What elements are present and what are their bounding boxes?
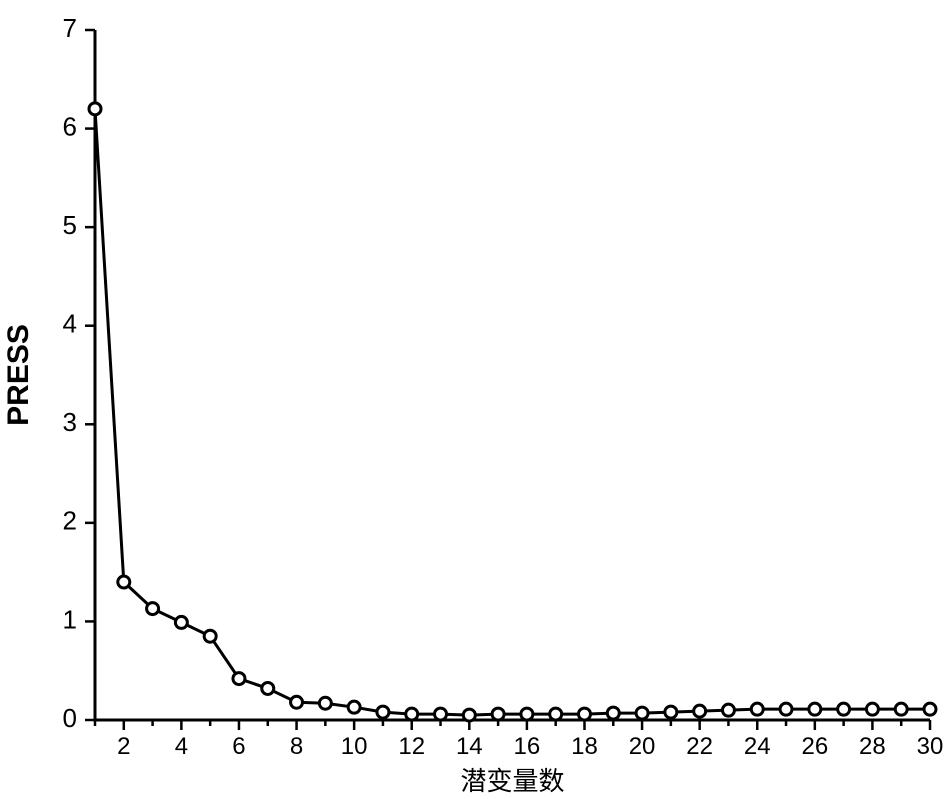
- series-marker: [578, 708, 590, 720]
- press-line-chart: 0123456724681012141618202224262830潜变量数PR…: [0, 0, 949, 799]
- y-tick-label: 7: [63, 13, 77, 43]
- series-marker: [463, 709, 475, 721]
- x-tick-label: 12: [398, 733, 425, 760]
- series-marker: [866, 703, 878, 715]
- x-axis-label: 潜变量数: [460, 766, 564, 796]
- series-marker: [204, 630, 216, 642]
- x-tick-label: 24: [744, 733, 771, 760]
- x-tick-label: 28: [859, 733, 886, 760]
- x-tick-label: 18: [571, 733, 598, 760]
- x-tick-label: 22: [686, 733, 713, 760]
- series-marker: [895, 703, 907, 715]
- chart-background: [0, 0, 949, 799]
- series-marker: [550, 708, 562, 720]
- series-marker: [492, 708, 504, 720]
- y-axis-label: PRESS: [2, 324, 35, 426]
- series-marker: [751, 703, 763, 715]
- series-marker: [435, 708, 447, 720]
- y-tick-label: 3: [63, 407, 77, 437]
- series-marker: [694, 705, 706, 717]
- series-marker: [291, 696, 303, 708]
- x-tick-label: 26: [801, 733, 828, 760]
- series-marker: [118, 576, 130, 588]
- x-tick-label: 8: [290, 733, 303, 760]
- x-tick-label: 4: [175, 733, 188, 760]
- series-marker: [406, 708, 418, 720]
- y-tick-label: 4: [63, 309, 77, 339]
- series-marker: [607, 707, 619, 719]
- series-marker: [780, 703, 792, 715]
- series-marker: [377, 706, 389, 718]
- series-marker: [838, 703, 850, 715]
- x-tick-label: 6: [232, 733, 245, 760]
- x-tick-label: 14: [456, 733, 483, 760]
- x-tick-label: 30: [917, 733, 944, 760]
- x-tick-label: 10: [341, 733, 368, 760]
- series-marker: [262, 682, 274, 694]
- x-tick-label: 20: [629, 733, 656, 760]
- series-marker: [924, 703, 936, 715]
- series-marker: [147, 603, 159, 615]
- series-marker: [175, 616, 187, 628]
- series-marker: [636, 707, 648, 719]
- chart-svg: 0123456724681012141618202224262830潜变量数PR…: [0, 0, 949, 799]
- y-tick-label: 1: [63, 604, 77, 634]
- series-marker: [348, 701, 360, 713]
- series-marker: [89, 103, 101, 115]
- series-marker: [722, 704, 734, 716]
- series-marker: [319, 697, 331, 709]
- y-tick-label: 2: [63, 506, 77, 536]
- series-marker: [233, 673, 245, 685]
- series-marker: [665, 706, 677, 718]
- y-tick-label: 6: [63, 111, 77, 141]
- series-marker: [521, 708, 533, 720]
- y-tick-label: 0: [63, 703, 77, 733]
- y-tick-label: 5: [63, 210, 77, 240]
- x-tick-label: 2: [117, 733, 130, 760]
- series-marker: [809, 703, 821, 715]
- x-tick-label: 16: [514, 733, 541, 760]
